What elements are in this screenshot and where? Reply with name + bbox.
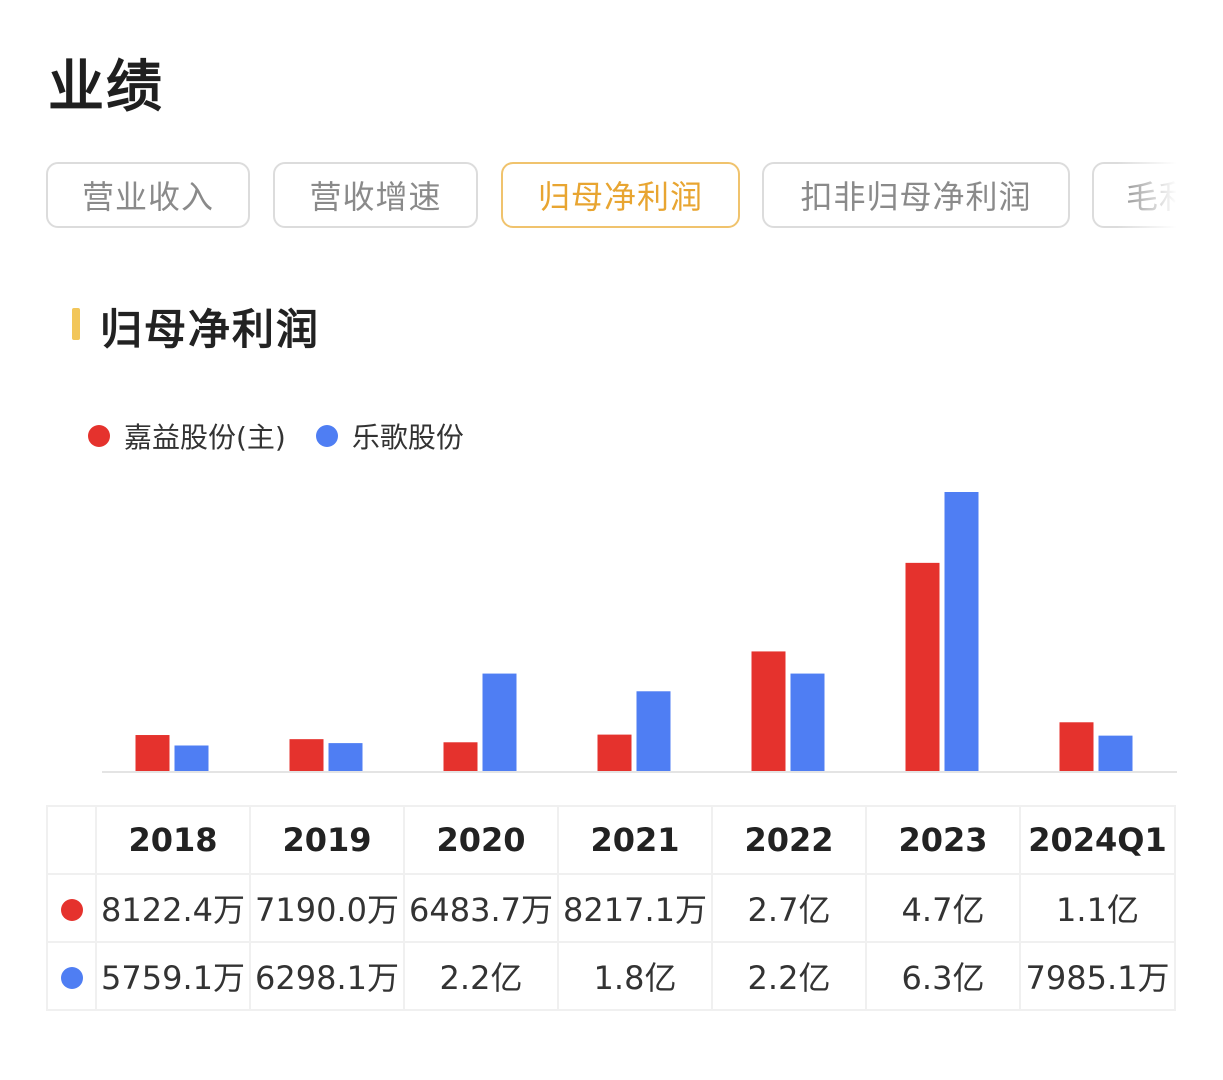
tab-revenue-growth[interactable]: 营收增速 bbox=[273, 162, 478, 228]
table-cell: 1.1亿 bbox=[1019, 873, 1176, 943]
table-cell: 8217.1万 bbox=[557, 873, 713, 943]
table-cell: 1.8亿 bbox=[557, 941, 713, 1011]
legend-dot-series-1 bbox=[88, 425, 110, 447]
bar-series-1-2023[interactable] bbox=[905, 562, 940, 771]
table-cell: 2.2亿 bbox=[711, 941, 867, 1011]
metric-tabs: 营业收入 营收增速 归母净利润 扣非归母净利润 毛利率 bbox=[46, 162, 1177, 232]
bar-series-1-2018[interactable] bbox=[135, 735, 170, 771]
section-marker bbox=[72, 308, 80, 340]
table-header-cell: 2022 bbox=[711, 805, 867, 875]
table-cell: 6.3亿 bbox=[865, 941, 1021, 1011]
bar-series-1-2021[interactable] bbox=[597, 734, 632, 771]
legend-item-series-1[interactable]: 嘉益股份(主) bbox=[88, 416, 286, 456]
bar-series-2-2018[interactable] bbox=[174, 745, 209, 771]
page-title: 业绩 bbox=[48, 55, 164, 120]
chart-legend: 嘉益股份(主) 乐歌股份 bbox=[88, 416, 494, 456]
bar-series-1-2019[interactable] bbox=[289, 739, 324, 771]
series-1-dot bbox=[60, 899, 83, 921]
table-header-cell: 2020 bbox=[403, 805, 559, 875]
tab-adjusted-net-profit[interactable]: 扣非归母净利润 bbox=[762, 162, 1070, 228]
tab-revenue[interactable]: 营业收入 bbox=[46, 162, 250, 228]
legend-label-series-2: 乐歌股份 bbox=[351, 421, 464, 454]
bar-series-1-2024Q1[interactable] bbox=[1059, 722, 1094, 771]
tab-gross-margin[interactable]: 毛利率 bbox=[1092, 162, 1177, 228]
bar-series-1-2022[interactable] bbox=[751, 651, 786, 771]
table-header-cell: 2024Q1 bbox=[1019, 805, 1176, 875]
bar-series-2-2021[interactable] bbox=[636, 691, 671, 771]
bar-series-1-2020[interactable] bbox=[443, 742, 478, 771]
table-cell: 7190.0万 bbox=[249, 873, 405, 943]
table-cell: 7985.1万 bbox=[1019, 941, 1176, 1011]
table-corner-cell bbox=[46, 805, 97, 875]
table-row-series-2: 5759.1万 6298.1万 2.2亿 1.8亿 2.2亿 6.3亿 7985… bbox=[46, 941, 1176, 1011]
bar-chart bbox=[102, 492, 1177, 773]
bar-series-2-2020[interactable] bbox=[482, 673, 517, 771]
bar-series-2-2024Q1[interactable] bbox=[1098, 735, 1133, 771]
table-header-cell: 2018 bbox=[95, 805, 251, 875]
legend-item-series-2[interactable]: 乐歌股份 bbox=[315, 416, 464, 456]
table-cell: 2.7亿 bbox=[711, 873, 867, 943]
bar-series-2-2023[interactable] bbox=[944, 492, 979, 771]
table-cell: 4.7亿 bbox=[865, 873, 1021, 943]
table-cell: 6483.7万 bbox=[403, 873, 559, 943]
data-table: 2018 2019 2020 2021 2022 2023 2024Q1 812… bbox=[46, 805, 1176, 1011]
tab-net-profit[interactable]: 归母净利润 bbox=[501, 162, 740, 228]
table-row-series-1: 8122.4万 7190.0万 6483.7万 8217.1万 2.7亿 4.7… bbox=[46, 873, 1176, 943]
table-cell: 6298.1万 bbox=[249, 941, 405, 1011]
table-cell: 5759.1万 bbox=[95, 941, 251, 1011]
table-header-row: 2018 2019 2020 2021 2022 2023 2024Q1 bbox=[46, 805, 1176, 875]
table-header-cell: 2019 bbox=[249, 805, 405, 875]
table-cell: 2.2亿 bbox=[403, 941, 559, 1011]
bar-series-2-2022[interactable] bbox=[790, 673, 825, 771]
legend-dot-series-2 bbox=[315, 425, 338, 447]
row-marker-cell bbox=[46, 941, 97, 1011]
row-marker-cell bbox=[46, 873, 97, 943]
section-title: 归母净利润 bbox=[100, 305, 321, 354]
table-cell: 8122.4万 bbox=[95, 873, 251, 943]
legend-label-series-1: 嘉益股份(主) bbox=[124, 421, 286, 454]
table-header-cell: 2021 bbox=[557, 805, 713, 875]
bar-series-2-2019[interactable] bbox=[328, 743, 363, 771]
table-header-cell: 2023 bbox=[865, 805, 1021, 875]
series-2-dot bbox=[60, 967, 83, 989]
